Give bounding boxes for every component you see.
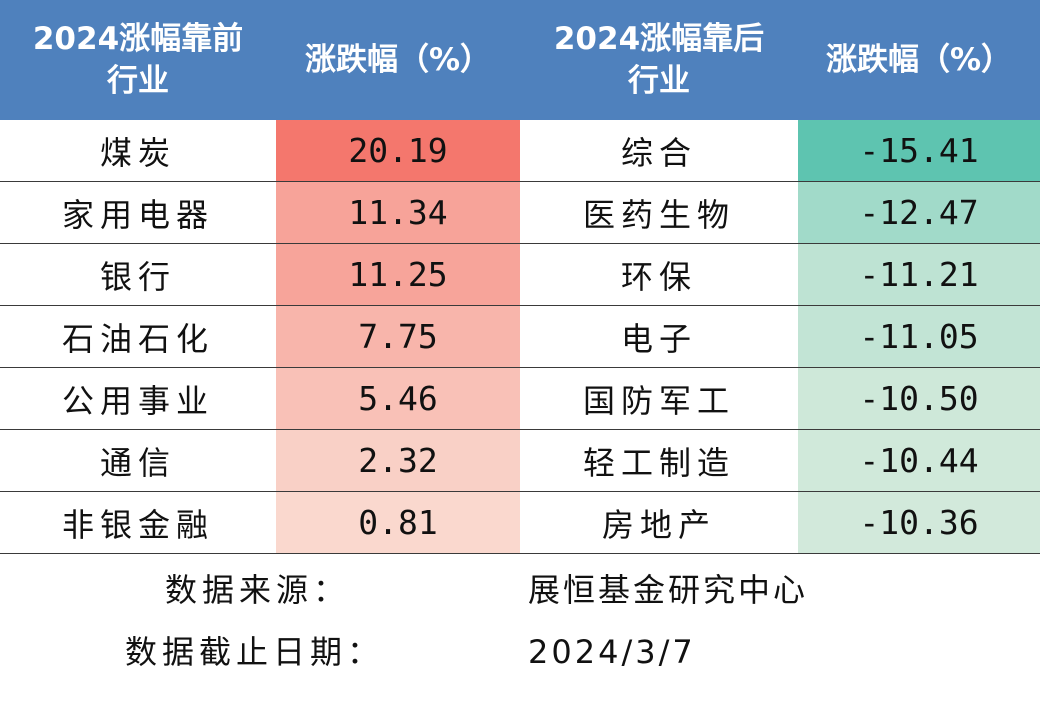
- top-change-cell: 20.19: [276, 120, 520, 182]
- top-industry-cell: 煤炭: [0, 120, 276, 182]
- header-bottom-change: 涨跌幅（%）: [798, 0, 1040, 120]
- header-top-industry-line-2: 行业: [107, 63, 169, 99]
- source-line: 数据来源： 展恒基金研究中心: [0, 560, 1040, 620]
- date-line: 数据截止日期： 2024/3/7: [0, 622, 1040, 682]
- top-change-cell: 7.75: [276, 305, 520, 368]
- top-industry-cell: 石油石化: [0, 305, 276, 368]
- bottom-change-cell: -10.36: [798, 491, 1040, 554]
- bottom-industry-cell: 轻工制造: [520, 429, 798, 492]
- top-industry-cell: 非银金融: [0, 491, 276, 554]
- header-bottom-industry: 2024涨幅靠后 行业: [520, 0, 798, 120]
- bottom-industry-cell: 国防军工: [520, 367, 798, 430]
- date-value: 2024/3/7: [528, 633, 696, 671]
- top-industry-cell: 家用电器: [0, 181, 276, 244]
- header-top-industry: 2024涨幅靠前 行业: [0, 0, 276, 120]
- bottom-change-cell: -11.21: [798, 243, 1040, 306]
- bottom-industry-cell: 综合: [520, 120, 798, 182]
- header-bottom-industry-line-1: 2024涨幅靠后: [553, 21, 765, 57]
- bottom-industry-cell: 环保: [520, 243, 798, 306]
- top-industry-cell: 公用事业: [0, 367, 276, 430]
- table-row: 家用电器 11.34 医药生物 -12.47: [0, 181, 1040, 244]
- bottom-change-cell: -15.41: [798, 120, 1040, 182]
- table-row: 公用事业 5.46 国防军工 -10.50: [0, 367, 1040, 430]
- source-label: 数据来源：: [165, 571, 351, 609]
- bottom-industry-cell: 电子: [520, 305, 798, 368]
- bottom-change-cell: -12.47: [798, 181, 1040, 244]
- date-label: 数据截止日期：: [125, 633, 385, 671]
- bottom-industry-cell: 房地产: [520, 491, 798, 554]
- table-row: 煤炭 20.19 综合 -15.41: [0, 120, 1040, 182]
- table-body: 煤炭 20.19 综合 -15.41 家用电器 11.34 医药生物 -12.47 银行 11.2…: [0, 120, 1040, 554]
- table-row: 非银金融 0.81 房地产 -10.36: [0, 491, 1040, 554]
- top-industry-cell: 通信: [0, 429, 276, 492]
- table-row: 通信 2.32 轻工制造 -10.44: [0, 429, 1040, 492]
- top-change-cell: 0.81: [276, 491, 520, 554]
- industry-performance-table: 2024涨幅靠前 行业 涨跌幅（%） 2024涨幅靠后 行业 涨跌幅（%） 煤炭…: [0, 0, 1040, 554]
- bottom-industry-cell: 医药生物: [520, 181, 798, 244]
- top-change-cell: 5.46: [276, 367, 520, 430]
- bottom-change-cell: -11.05: [798, 305, 1040, 368]
- top-change-cell: 2.32: [276, 429, 520, 492]
- bottom-change-cell: -10.50: [798, 367, 1040, 430]
- header-top-change: 涨跌幅（%）: [276, 0, 520, 120]
- bottom-change-cell: -10.44: [798, 429, 1040, 492]
- table-row: 石油石化 7.75 电子 -11.05: [0, 305, 1040, 368]
- header-top-industry-line-1: 2024涨幅靠前: [32, 21, 244, 57]
- header-top-change-label: 涨跌幅（%）: [304, 42, 492, 78]
- header-row: 2024涨幅靠前 行业 涨跌幅（%） 2024涨幅靠后 行业 涨跌幅（%）: [0, 0, 1040, 120]
- table-row: 银行 11.25 环保 -11.21: [0, 243, 1040, 306]
- header-bottom-industry-line-2: 行业: [628, 63, 690, 99]
- top-industry-cell: 银行: [0, 243, 276, 306]
- header-bottom-change-label: 涨跌幅（%）: [825, 42, 1013, 78]
- top-change-cell: 11.25: [276, 243, 520, 306]
- source-value: 展恒基金研究中心: [528, 571, 809, 609]
- top-change-cell: 11.34: [276, 181, 520, 244]
